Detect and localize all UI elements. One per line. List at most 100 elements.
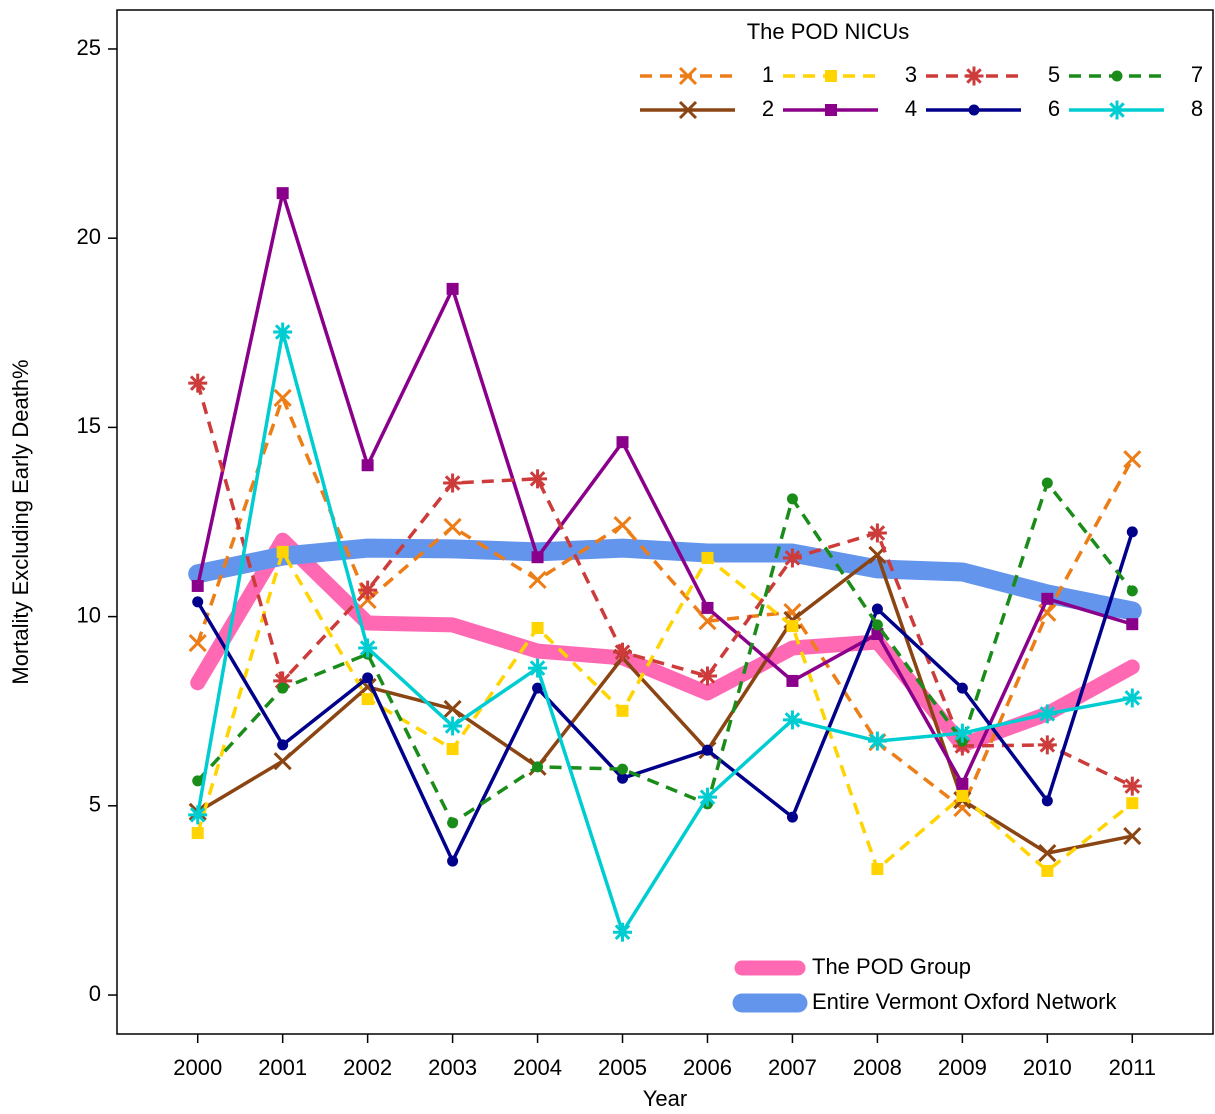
series-line [196, 531, 1134, 863]
marker [871, 603, 883, 615]
marker [698, 612, 717, 631]
marker-part [699, 789, 716, 805]
x-tick-label: 2007 [768, 1055, 817, 1080]
marker [188, 634, 207, 653]
marker-part [786, 493, 798, 505]
marker [358, 580, 378, 600]
marker-part [956, 682, 968, 694]
legend-label: 6 [1048, 96, 1060, 121]
marker [273, 388, 292, 407]
marker-part [443, 517, 462, 536]
marker [786, 674, 799, 687]
marker-part [1109, 102, 1125, 118]
x-tick-label: 2009 [938, 1055, 987, 1080]
marker [1126, 526, 1138, 538]
marker-part [869, 733, 886, 749]
marker [613, 515, 632, 535]
legend-label: 1 [762, 62, 774, 87]
marker [786, 620, 799, 633]
marker-part [784, 712, 801, 728]
marker [1037, 735, 1057, 755]
marker [1038, 844, 1057, 863]
marker [447, 817, 459, 829]
marker-part [192, 775, 204, 787]
marker [1037, 704, 1057, 724]
marker-part [617, 772, 629, 784]
marker-part [966, 68, 982, 84]
marker-part [444, 475, 461, 491]
series-line [196, 396, 1134, 810]
marker-part [446, 282, 459, 295]
marker-part [359, 640, 376, 656]
y-tick-label: 0 [89, 981, 101, 1006]
marker-part [701, 601, 714, 614]
x-tick-label: 2000 [173, 1055, 222, 1080]
x-tick-label: 2001 [258, 1055, 307, 1080]
marker-part [869, 525, 886, 541]
marker [192, 596, 204, 608]
marker [613, 922, 633, 942]
legend-label: 3 [905, 62, 917, 87]
marker [528, 570, 547, 589]
marker-part [786, 811, 798, 823]
marker-part [1041, 864, 1054, 877]
marker [678, 66, 698, 86]
marker [1041, 795, 1053, 807]
y-tick-label: 5 [89, 792, 101, 817]
marker [867, 523, 887, 543]
marker [1123, 450, 1142, 469]
marker-part [189, 807, 206, 823]
series-line [196, 191, 1133, 786]
marker-part [614, 644, 631, 660]
marker-part [701, 744, 713, 756]
marker-part [956, 789, 969, 802]
legend-label: Entire Vermont Oxford Network [812, 989, 1117, 1014]
legend-label: 7 [1191, 62, 1203, 87]
marker-part [614, 924, 631, 940]
y-tick-label: 15 [77, 413, 101, 438]
marker [782, 710, 802, 730]
plot-frame [116, 9, 1214, 1035]
marker [358, 638, 378, 658]
marker-part [531, 621, 544, 634]
marker-part [532, 761, 544, 773]
marker [276, 545, 289, 558]
marker-part [274, 324, 291, 340]
marker [697, 787, 717, 807]
marker [446, 282, 459, 295]
marker-part [1039, 706, 1056, 722]
x-axis-label: Year [643, 1086, 687, 1111]
marker-part [1041, 795, 1053, 807]
marker [443, 473, 463, 493]
x-tick-label: 2010 [1023, 1055, 1072, 1080]
marker-part [447, 855, 459, 867]
marker [952, 723, 972, 743]
marker [867, 731, 887, 751]
marker-part [277, 682, 289, 694]
marker [276, 187, 289, 200]
marker-part [444, 718, 461, 734]
x-tick-label: 2011 [1109, 1055, 1156, 1080]
marker-part [616, 704, 629, 717]
marker-part [1111, 70, 1123, 82]
marker-part [871, 863, 884, 876]
marker-part [277, 739, 289, 751]
marker [701, 601, 714, 614]
marker [616, 436, 629, 449]
marker-part [1126, 618, 1139, 631]
y-axis-label: Mortality Excluding Early Death% [8, 359, 33, 684]
marker [532, 761, 544, 773]
marker [701, 551, 714, 564]
marker [277, 739, 289, 751]
marker-part [529, 471, 546, 487]
legend-label: 8 [1191, 96, 1203, 121]
marker-part [276, 187, 289, 200]
marker [443, 716, 463, 736]
marker [531, 551, 544, 564]
marker-part [359, 582, 376, 598]
marker [443, 517, 462, 536]
marker [188, 805, 208, 825]
marker [968, 104, 980, 116]
